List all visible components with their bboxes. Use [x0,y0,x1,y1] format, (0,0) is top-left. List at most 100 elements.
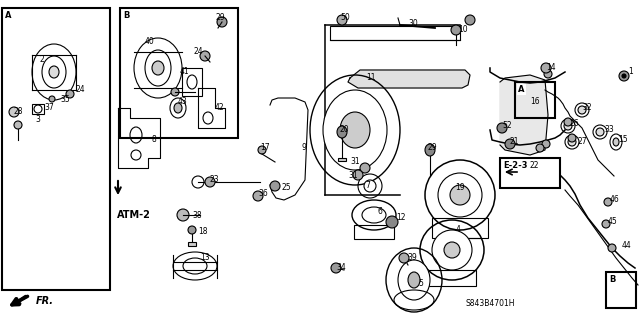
Ellipse shape [337,15,347,25]
Ellipse shape [337,126,347,138]
Ellipse shape [49,66,59,78]
Text: 16: 16 [530,98,540,107]
Ellipse shape [544,70,552,78]
Bar [606,272,636,308]
Text: 17: 17 [260,144,269,152]
Text: 4: 4 [456,226,461,234]
Ellipse shape [145,50,171,86]
Ellipse shape [183,258,207,274]
Ellipse shape [568,138,576,146]
Ellipse shape [613,138,619,146]
Text: 24: 24 [76,85,86,94]
Text: 36: 36 [258,189,268,198]
Ellipse shape [152,61,164,75]
Polygon shape [348,70,470,88]
Text: 37: 37 [44,103,54,113]
Ellipse shape [386,216,398,228]
Text: FR.: FR. [36,296,54,306]
Text: 9: 9 [302,144,307,152]
Bar [2,8,110,290]
Text: E-2-3: E-2-3 [503,161,527,170]
Ellipse shape [568,134,576,142]
Ellipse shape [608,244,616,252]
Bar [188,242,196,246]
Text: 20: 20 [340,125,349,135]
Ellipse shape [564,122,572,130]
Text: 40: 40 [145,38,155,47]
Text: 33: 33 [604,125,614,135]
Text: 30: 30 [408,19,418,28]
Bar [182,68,202,96]
Text: 28: 28 [14,108,24,116]
Bar [515,82,555,118]
Ellipse shape [444,242,460,258]
Ellipse shape [604,198,612,206]
Ellipse shape [14,121,22,129]
Text: 43: 43 [178,98,188,107]
Ellipse shape [360,163,370,173]
Text: 8: 8 [152,136,157,145]
Text: B: B [123,11,129,20]
Bar [120,8,238,138]
Ellipse shape [188,226,196,234]
Ellipse shape [450,185,470,205]
Text: 22: 22 [530,160,540,169]
Ellipse shape [398,260,430,300]
Text: 2: 2 [40,56,45,64]
Ellipse shape [331,263,341,273]
Text: 41: 41 [180,68,189,77]
Ellipse shape [596,128,604,136]
Ellipse shape [622,74,626,78]
Text: 35: 35 [60,95,70,105]
Text: B: B [609,275,616,284]
Text: 1: 1 [628,68,633,77]
Ellipse shape [425,144,435,156]
Text: 18: 18 [198,227,207,236]
Ellipse shape [177,209,189,221]
Ellipse shape [253,191,263,201]
Ellipse shape [399,253,409,263]
Text: 7: 7 [365,181,370,189]
Text: 29: 29 [428,144,438,152]
Bar [330,26,460,40]
Ellipse shape [542,140,550,148]
Polygon shape [500,75,548,155]
Ellipse shape [200,51,210,61]
Ellipse shape [438,173,482,217]
Text: 26: 26 [570,120,580,129]
Text: 10: 10 [458,26,468,34]
Text: 44: 44 [622,241,632,250]
Text: 23: 23 [210,175,220,184]
Ellipse shape [49,96,55,102]
Text: ATM-2: ATM-2 [117,210,151,220]
Text: 19: 19 [455,183,465,192]
Text: 45: 45 [608,218,618,226]
Ellipse shape [497,123,507,133]
Text: 27: 27 [578,137,588,146]
Text: 14: 14 [546,63,556,72]
Bar [338,158,346,161]
Ellipse shape [432,230,472,270]
Ellipse shape [258,146,266,154]
Text: 38: 38 [192,211,202,219]
Ellipse shape [536,144,544,152]
Text: 24: 24 [194,48,204,56]
Ellipse shape [270,181,280,191]
Bar [500,158,560,188]
Text: 50: 50 [340,13,349,23]
Text: 46: 46 [610,196,620,204]
Text: 39: 39 [407,254,417,263]
Ellipse shape [564,118,572,126]
Text: 12: 12 [396,213,406,222]
Ellipse shape [408,272,420,288]
Bar [432,218,488,238]
Bar [354,225,394,239]
Text: 3: 3 [35,115,40,124]
Ellipse shape [578,106,586,114]
Text: 29: 29 [216,13,226,23]
Bar [428,270,476,286]
Text: 34: 34 [336,263,346,272]
Ellipse shape [217,17,227,27]
Text: 13: 13 [200,254,210,263]
Ellipse shape [602,220,610,228]
